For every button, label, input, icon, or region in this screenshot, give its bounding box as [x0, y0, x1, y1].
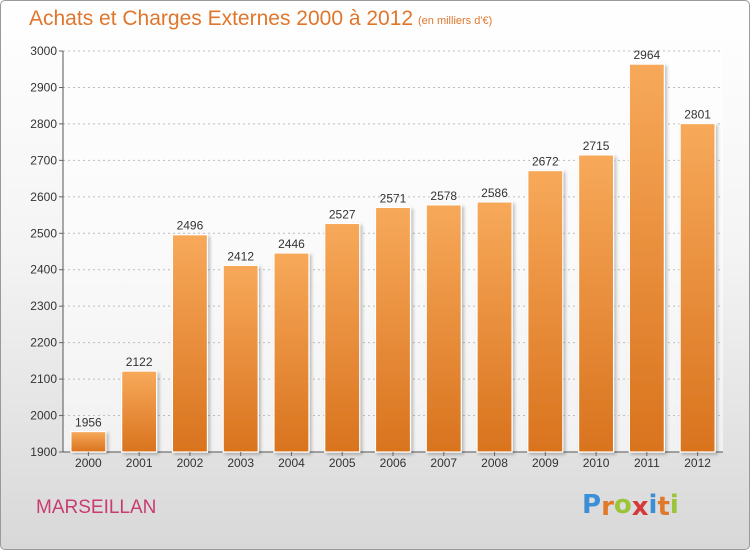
logo-letter: x: [631, 492, 649, 522]
y-tick-label: 2000: [30, 409, 57, 423]
y-tick-label: 2900: [30, 80, 57, 94]
value-label-2007: 2578: [430, 189, 457, 203]
y-tick-label: 2800: [30, 117, 57, 131]
value-label-2003: 2412: [227, 249, 254, 263]
y-tick-label: 3000: [30, 44, 57, 58]
value-label-2011: 2964: [633, 48, 660, 62]
chart-title: Achats et Charges Externes 2000 à 2012: [29, 7, 414, 30]
bar-2004: [273, 252, 310, 453]
logo-letter: i: [648, 490, 658, 520]
x-tick-label-2006: 2006: [380, 456, 407, 470]
bar-2001: [121, 370, 158, 453]
x-tick-label-2005: 2005: [329, 456, 356, 470]
value-label-2006: 2571: [380, 191, 407, 205]
bar-2003: [222, 264, 259, 453]
value-label-2009: 2672: [532, 155, 559, 169]
y-tick-label: 2600: [30, 190, 57, 204]
logo-letter: r: [601, 492, 614, 522]
value-label-2002: 2496: [177, 219, 204, 233]
bar-2009: [527, 169, 564, 453]
x-tick-label-2010: 2010: [583, 456, 610, 470]
value-label-2008: 2586: [481, 186, 508, 200]
x-tick-label-2000: 2000: [75, 456, 102, 470]
logo-letter: P: [582, 490, 602, 520]
y-tick-label: 2300: [30, 299, 57, 313]
logo-letter: i: [669, 490, 679, 520]
bar-2012: [679, 122, 716, 453]
chart-subtitle: (en milliers d'€): [418, 15, 493, 27]
y-tick-label: 1900: [30, 445, 57, 459]
value-label-2010: 2715: [583, 139, 610, 153]
bar-2000: [70, 430, 107, 453]
bar-2011: [628, 63, 665, 453]
x-tick-label-2002: 2002: [177, 456, 204, 470]
y-tick-label: 2400: [30, 263, 57, 277]
x-tick-label-2012: 2012: [684, 456, 711, 470]
value-label-2000: 1956: [75, 416, 102, 430]
bar-2005: [324, 222, 361, 453]
y-tick-label: 2700: [30, 153, 57, 167]
value-label-2005: 2527: [329, 207, 356, 221]
value-label-2012: 2801: [684, 108, 711, 122]
x-tick-label-2007: 2007: [430, 456, 457, 470]
x-tick-label-2009: 2009: [532, 456, 559, 470]
proxiti-logo: Proxiti: [582, 490, 679, 522]
y-tick-label: 2500: [30, 226, 57, 240]
value-label-2004: 2446: [278, 237, 305, 251]
logo-letter: o: [613, 490, 632, 520]
bar-2008: [476, 201, 513, 453]
value-label-2001: 2122: [126, 355, 153, 369]
x-tick-label-2008: 2008: [481, 456, 508, 470]
y-tick-label: 2200: [30, 336, 57, 350]
bar-2007: [425, 204, 462, 453]
bar-2010: [577, 154, 615, 453]
logo-letter: t: [657, 492, 670, 522]
x-tick-label-2003: 2003: [227, 456, 254, 470]
bar-2006: [374, 206, 412, 453]
x-tick-label-2004: 2004: [278, 456, 305, 470]
commune-name: MARSEILLAN: [36, 497, 157, 518]
x-tick-label-2011: 2011: [634, 456, 660, 470]
bar-2002: [171, 234, 209, 453]
x-tick-label-2001: 2001: [126, 456, 153, 470]
y-tick-label: 2100: [30, 372, 57, 386]
